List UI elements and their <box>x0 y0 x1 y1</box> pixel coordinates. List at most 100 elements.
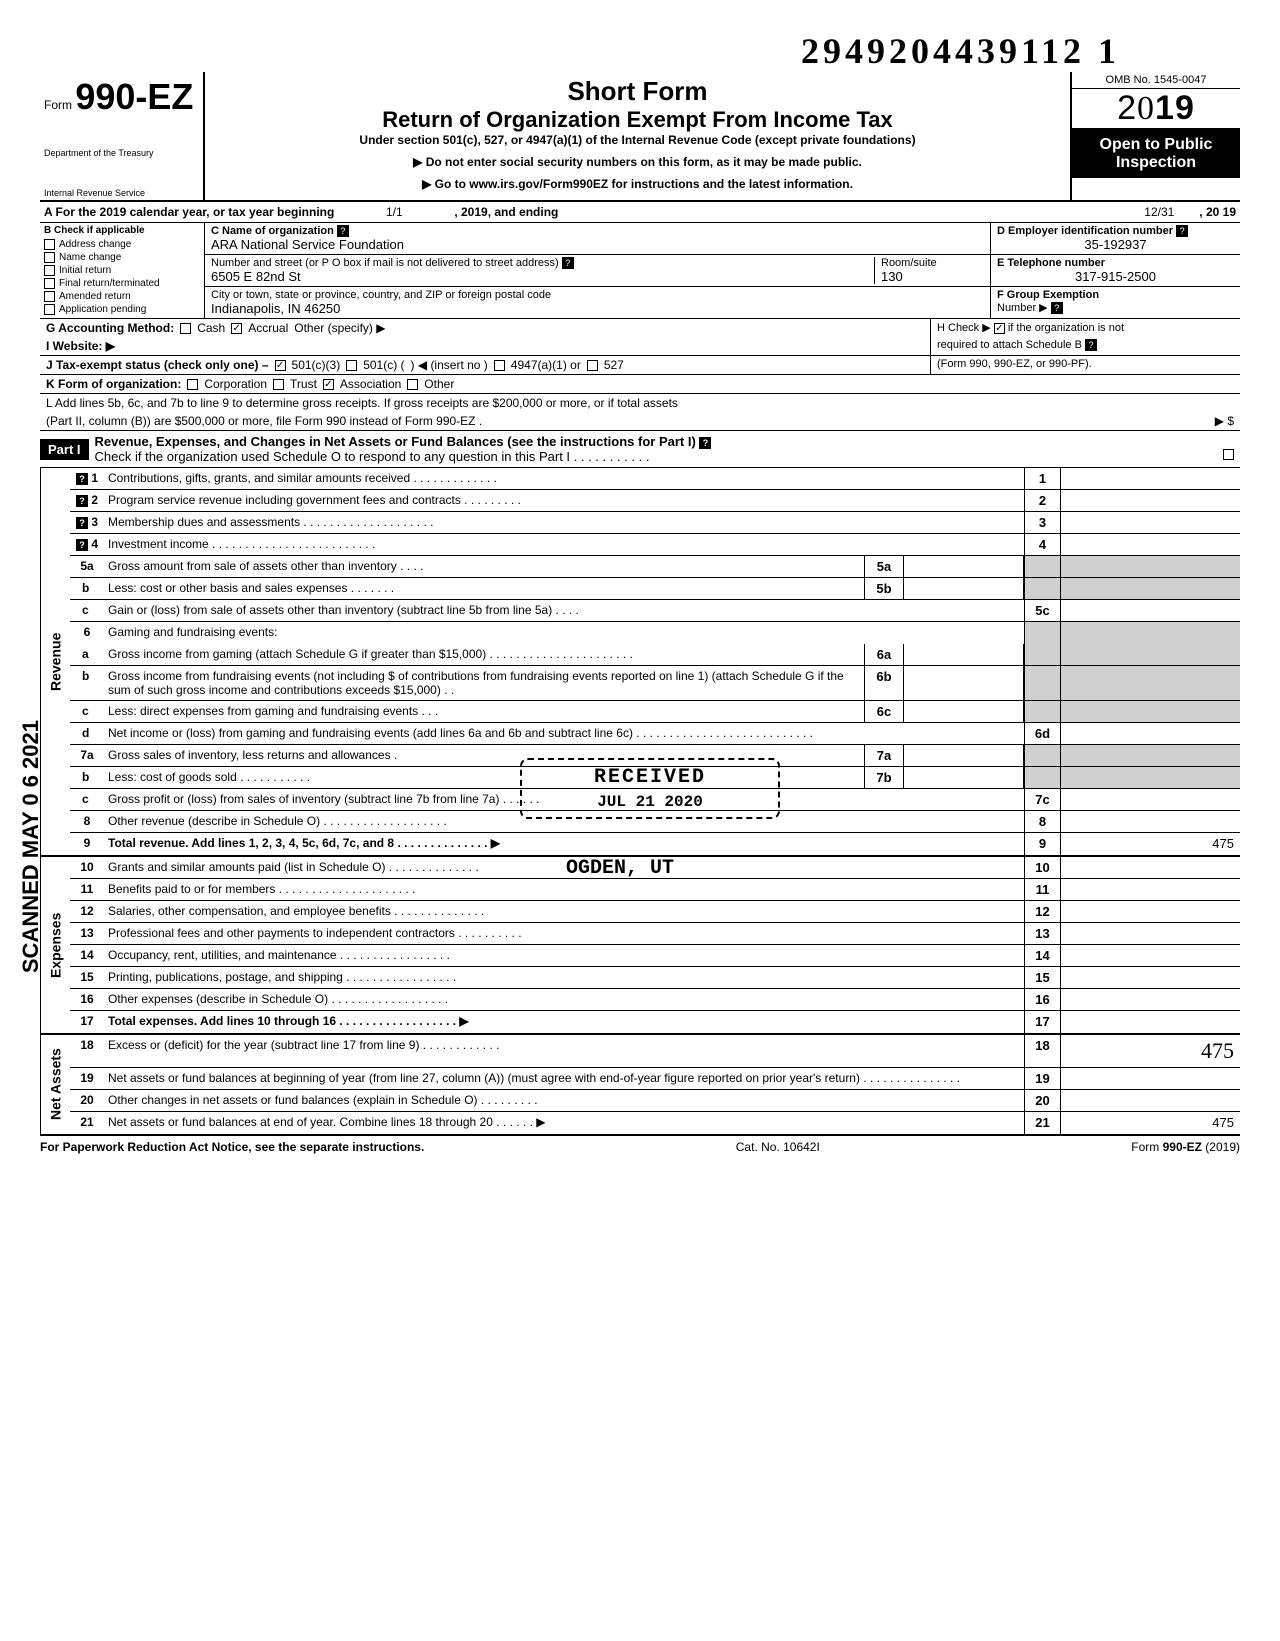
ln13-val[interactable] <box>1060 923 1240 944</box>
l-text1: L Add lines 5b, 6c, and 7b to line 9 to … <box>46 396 678 410</box>
ln17-val[interactable] <box>1060 1011 1240 1033</box>
ln7a-mv[interactable] <box>904 745 1024 766</box>
form-number: 990-EZ <box>75 76 193 117</box>
title-return: Return of Organization Exempt From Incom… <box>213 107 1062 133</box>
ln15-val[interactable] <box>1060 967 1240 988</box>
ln6a-desc: Gross income from gaming (attach Schedul… <box>104 644 864 665</box>
h-text1: if the organization is not <box>1008 322 1124 334</box>
col-b-header: B Check if applicable <box>40 223 204 238</box>
ln10-val[interactable] <box>1060 857 1240 878</box>
chk-4947[interactable] <box>494 360 505 371</box>
k-assoc: Association <box>340 377 401 391</box>
ln1-val[interactable] <box>1060 468 1240 489</box>
chk-application-pending[interactable] <box>44 304 55 315</box>
ln10-box: 10 <box>1024 857 1060 878</box>
ln9-box: 9 <box>1024 833 1060 855</box>
side-expenses: Expenses <box>40 857 70 1033</box>
ln2-val[interactable] <box>1060 490 1240 511</box>
ln7a-mid: 7a <box>864 745 904 766</box>
help-icon[interactable]: ? <box>1176 225 1188 237</box>
chk-address-change[interactable] <box>44 239 55 250</box>
chk-corp[interactable] <box>187 379 198 390</box>
chk-cash[interactable] <box>180 323 191 334</box>
ln21-num: 21 <box>70 1112 104 1134</box>
ln6d-val[interactable] <box>1060 723 1240 744</box>
ln8-val[interactable] <box>1060 811 1240 832</box>
ln6b-mv[interactable] <box>904 666 1024 700</box>
chk-501c3[interactable] <box>275 360 286 371</box>
ln18-box: 18 <box>1024 1035 1060 1067</box>
open-public-1: Open to Public <box>1074 136 1238 154</box>
row-a-begin: 1/1 <box>334 205 454 219</box>
e-phone-label: E Telephone number <box>997 257 1105 269</box>
chk-accrual[interactable] <box>231 323 242 334</box>
dept-treasury: Department of the Treasury <box>44 148 199 158</box>
help-icon[interactable]: ? <box>337 225 349 237</box>
chk-h[interactable] <box>994 323 1005 334</box>
chk-amended-return[interactable] <box>44 291 55 302</box>
ln4-desc: Investment income . . . . . . . . . . . … <box>104 534 1024 555</box>
ln5b-mv[interactable] <box>904 578 1024 599</box>
ln7a-num: 7a <box>70 745 104 766</box>
row-a-label: A For the 2019 calendar year, or tax yea… <box>44 205 334 219</box>
ln19-val[interactable] <box>1060 1068 1240 1089</box>
ln14-val[interactable] <box>1060 945 1240 966</box>
help-icon[interactable]: ? <box>562 257 574 269</box>
c-room-label: Room/suite <box>881 257 937 269</box>
ln11-val[interactable] <box>1060 879 1240 900</box>
chk-527[interactable] <box>587 360 598 371</box>
ln8-box: 8 <box>1024 811 1060 832</box>
chk-trust[interactable] <box>273 379 284 390</box>
ln5b-desc: Less: cost or other basis and sales expe… <box>104 578 864 599</box>
ln3-box: 3 <box>1024 512 1060 533</box>
ln14-num: 14 <box>70 945 104 966</box>
chk-other[interactable] <box>407 379 418 390</box>
help-icon[interactable]: ? <box>76 517 88 529</box>
ln20-val[interactable] <box>1060 1090 1240 1111</box>
ln5c-num: c <box>70 600 104 621</box>
footer: For Paperwork Reduction Act Notice, see … <box>40 1136 1240 1158</box>
ln5a-num: 5a <box>70 556 104 577</box>
ln6a-mv[interactable] <box>904 644 1024 665</box>
footer-right: Form 990-EZ (2019) <box>1131 1140 1240 1154</box>
ln4-val[interactable] <box>1060 534 1240 555</box>
ln8-num: 8 <box>70 811 104 832</box>
ln5a-box <box>1024 556 1060 577</box>
ln2-num: 2 <box>91 493 98 507</box>
chk-schedule-o[interactable] <box>1223 449 1234 460</box>
help-icon[interactable]: ? <box>76 473 88 485</box>
ln4-box: 4 <box>1024 534 1060 555</box>
stamp-date: JUL 21 2020 <box>540 793 760 811</box>
ln7c-val[interactable] <box>1060 789 1240 810</box>
opt-application-pending: Application pending <box>59 304 146 315</box>
ln12-num: 12 <box>70 901 104 922</box>
ln5b-mid: 5b <box>864 578 904 599</box>
help-icon[interactable]: ? <box>699 437 711 449</box>
chk-name-change[interactable] <box>44 252 55 263</box>
j-insert: ) ◀ (insert no ) <box>411 358 488 372</box>
chk-501c[interactable] <box>346 360 357 371</box>
help-icon[interactable]: ? <box>1085 339 1097 351</box>
stamp-received: RECEIVED <box>540 766 760 789</box>
ln3-desc: Membership dues and assessments . . . . … <box>104 512 1024 533</box>
received-stamp: RECEIVED JUL 21 2020 <box>520 758 780 819</box>
ln5c-val[interactable] <box>1060 600 1240 621</box>
chk-final-return[interactable] <box>44 278 55 289</box>
help-icon[interactable]: ? <box>76 495 88 507</box>
help-icon[interactable]: ? <box>1051 302 1063 314</box>
ln6c-mv[interactable] <box>904 701 1024 722</box>
ln15-desc: Printing, publications, postage, and shi… <box>104 967 1024 988</box>
ln12-val[interactable] <box>1060 901 1240 922</box>
ln3-val[interactable] <box>1060 512 1240 533</box>
ln5a-mv[interactable] <box>904 556 1024 577</box>
ln7b-mv[interactable] <box>904 767 1024 788</box>
chk-assoc[interactable] <box>323 379 334 390</box>
help-icon[interactable]: ? <box>76 539 88 551</box>
ln16-val[interactable] <box>1060 989 1240 1010</box>
ln6-num: 6 <box>70 622 104 644</box>
ln16-desc: Other expenses (describe in Schedule O) … <box>104 989 1024 1010</box>
ln11-num: 11 <box>70 879 104 900</box>
j-4947: 4947(a)(1) or <box>511 358 581 372</box>
ln6b-mid: 6b <box>864 666 904 700</box>
chk-initial-return[interactable] <box>44 265 55 276</box>
